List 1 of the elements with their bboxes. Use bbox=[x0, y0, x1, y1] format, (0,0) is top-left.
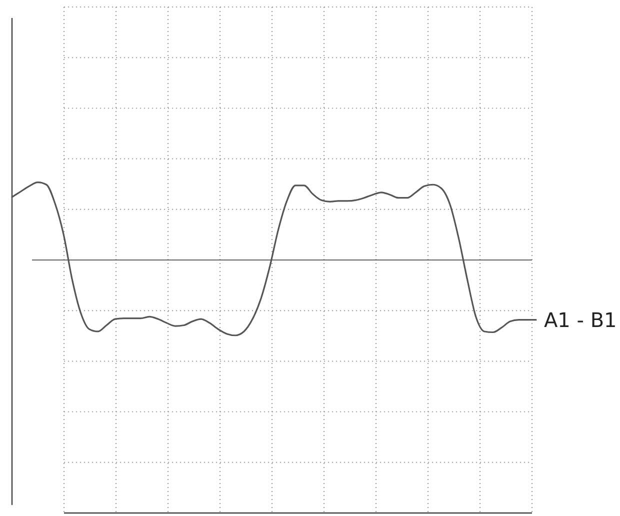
series-label: A1 - B1 bbox=[544, 308, 617, 332]
